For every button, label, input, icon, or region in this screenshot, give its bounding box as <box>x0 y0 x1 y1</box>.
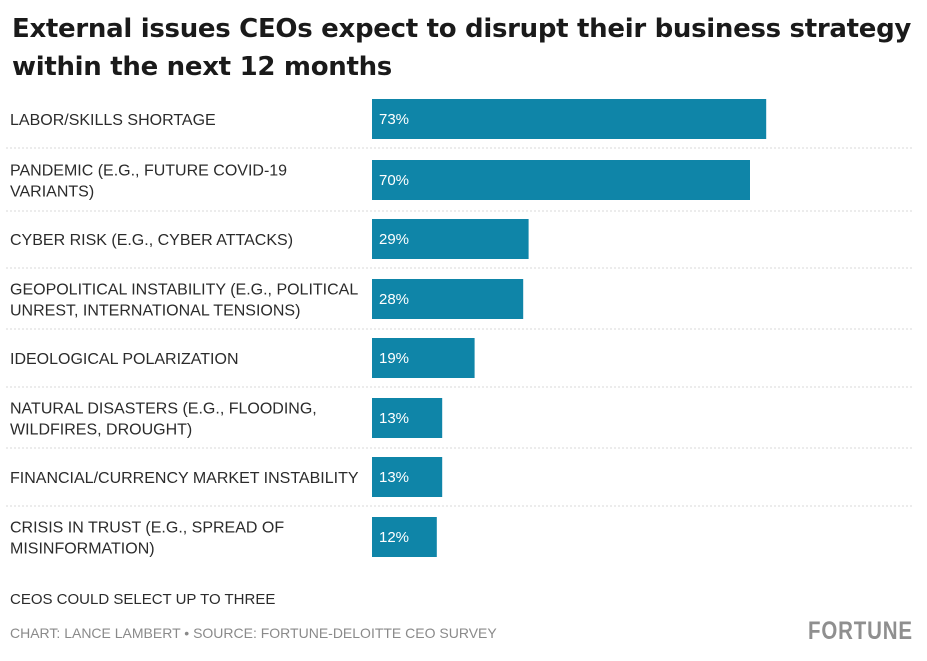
bars <box>372 99 767 557</box>
category-label: UNREST, INTERNATIONAL TENSIONS) <box>10 303 300 320</box>
category-label: CYBER RISK (E.G., CYBER ATTACKS) <box>10 232 293 249</box>
value-label: 73% <box>379 111 409 128</box>
bar <box>372 219 529 259</box>
category-label: MISINFORMATION) <box>10 541 155 558</box>
bar <box>372 338 475 378</box>
category-label: FINANCIAL/CURRENCY MARKET INSTABILITY <box>10 470 359 487</box>
category-label: WILDFIRES, DROUGHT) <box>10 422 192 439</box>
category-label: GEOPOLITICAL INSTABILITY (E.G., POLITICA… <box>10 282 358 299</box>
row-separators <box>6 147 914 507</box>
chart-footnote: CEOS COULD SELECT UP TO THREE <box>10 591 276 608</box>
category-label: CRISIS IN TRUST (E.G., SPREAD OF <box>10 520 284 537</box>
bar <box>372 398 443 438</box>
bar <box>372 160 750 200</box>
value-label: 70% <box>379 172 409 189</box>
chart-title: External issues CEOs expect to disrupt t… <box>12 14 912 82</box>
bar <box>372 99 767 139</box>
fortune-logo: FORTUNE <box>808 617 913 645</box>
category-label: VARIANTS) <box>10 184 94 201</box>
value-label: 13% <box>379 410 409 427</box>
value-label: 28% <box>379 291 409 308</box>
value-labels: 73% 70% 29% 28% 19% 13% 13% 12% <box>379 111 409 546</box>
value-label: 29% <box>379 231 409 248</box>
bar <box>372 517 437 557</box>
category-label: PANDEMIC (E.G., FUTURE COVID-19 <box>10 163 287 180</box>
bar <box>372 457 443 497</box>
category-label: LABOR/SKILLS SHORTAGE <box>10 112 216 129</box>
value-label: 13% <box>379 469 409 486</box>
value-label: 12% <box>379 529 409 546</box>
category-label: IDEOLOGICAL POLARIZATION <box>10 351 239 368</box>
chart-credit: CHART: LANCE LAMBERT • SOURCE: FORTUNE-D… <box>10 625 497 641</box>
category-label: NATURAL DISASTERS (E.G., FLOODING, <box>10 401 317 418</box>
category-labels: LABOR/SKILLS SHORTAGE PANDEMIC (E.G., FUT… <box>10 112 359 558</box>
bar <box>372 279 524 319</box>
value-label: 19% <box>379 350 409 367</box>
